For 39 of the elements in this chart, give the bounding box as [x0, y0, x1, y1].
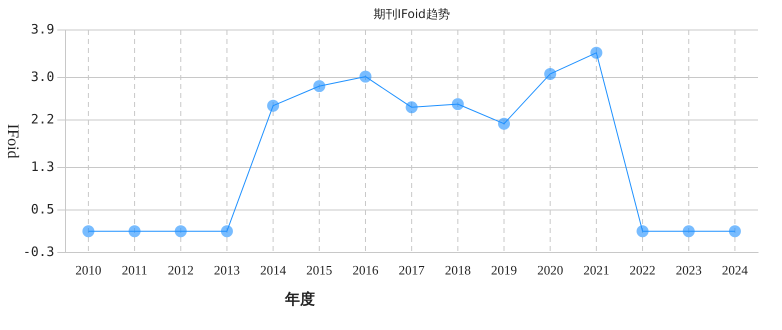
- x-tick-label: 2015: [306, 262, 332, 278]
- point: [728, 225, 741, 238]
- y-tick-label: 3.9: [30, 22, 54, 38]
- point: [82, 225, 94, 238]
- y-tick-label: 0.5: [30, 202, 54, 218]
- point: [636, 225, 649, 238]
- point: [174, 225, 187, 238]
- x-tick-label: 2020: [537, 262, 564, 278]
- point: [128, 225, 141, 238]
- point: [498, 118, 510, 130]
- x-tick-label: 2016: [352, 262, 379, 278]
- y-axis-title: IFoid: [4, 124, 21, 159]
- point: [544, 68, 556, 80]
- x-tick-label: 2014: [260, 262, 287, 278]
- point: [452, 98, 464, 110]
- x-tick-label: 2024: [722, 262, 748, 278]
- x-tick-label: 2022: [630, 262, 656, 278]
- x-tick-label: 2011: [122, 262, 148, 278]
- point: [590, 46, 602, 59]
- x-axis-title: 年度: [284, 290, 315, 308]
- x-tick-label: 2023: [676, 262, 702, 278]
- x-tick-label: 2021: [583, 262, 610, 278]
- y-tick-label: 3.0: [30, 70, 54, 86]
- x-tick-label: 2010: [75, 262, 102, 278]
- point: [313, 80, 326, 92]
- x-tick-label: 2012: [168, 262, 194, 278]
- y-tick-label: -0.3: [22, 244, 54, 260]
- x-tick-label: 2013: [214, 262, 240, 278]
- point: [220, 225, 233, 238]
- chart-title: 期刊IFoid趋势: [373, 7, 450, 22]
- y-tick-label: 1.3: [30, 160, 54, 176]
- point: [682, 225, 695, 238]
- point: [406, 101, 418, 114]
- y-tick-label: 2.2: [30, 112, 54, 128]
- point: [359, 70, 372, 83]
- x-tick-label: 2017: [398, 262, 426, 278]
- point: [267, 100, 280, 112]
- x-tick-label: 2018: [444, 262, 471, 278]
- x-tick-label: 2019: [491, 262, 518, 278]
